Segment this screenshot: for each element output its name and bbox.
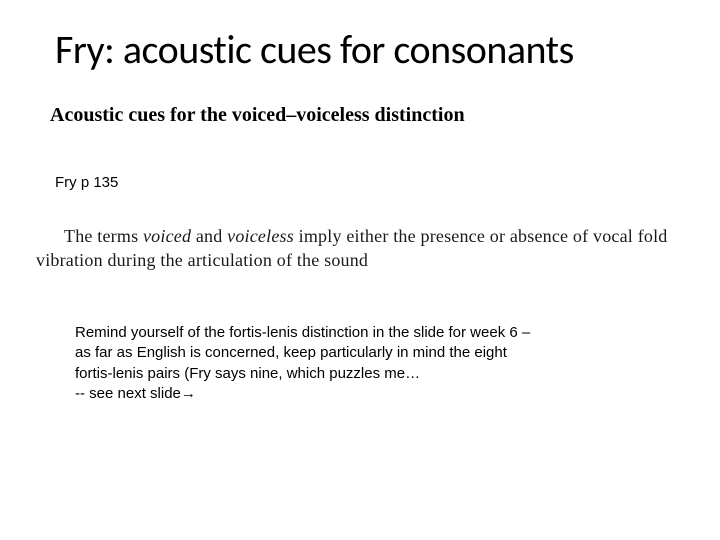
- para-italic-2: voiceless: [227, 226, 294, 246]
- presenter-note: Remind yourself of the fortis-lenis dist…: [75, 323, 660, 404]
- scanned-paragraph: The terms voiced and voiceless imply eit…: [36, 224, 690, 273]
- note-line-1: Remind yourself of the fortis-lenis dist…: [75, 323, 660, 343]
- page-reference: Fry p 135: [55, 174, 118, 191]
- section-heading: Acoustic cues for the voiced–voiceless d…: [50, 104, 690, 127]
- slide-title: Fry: acoustic cues for consonants: [55, 25, 690, 74]
- note-line-2: as far as English is concerned, keep par…: [75, 343, 660, 363]
- para-italic-1: voiced: [143, 226, 191, 246]
- para-text-2: and: [191, 226, 227, 246]
- note-line-4: -- see next slide→: [75, 384, 660, 404]
- slide: Fry: acoustic cues for consonants Acoust…: [0, 0, 720, 540]
- para-text-1: The terms: [64, 226, 143, 246]
- note-line-3: fortis-lenis pairs (Fry says nine, which…: [75, 364, 660, 384]
